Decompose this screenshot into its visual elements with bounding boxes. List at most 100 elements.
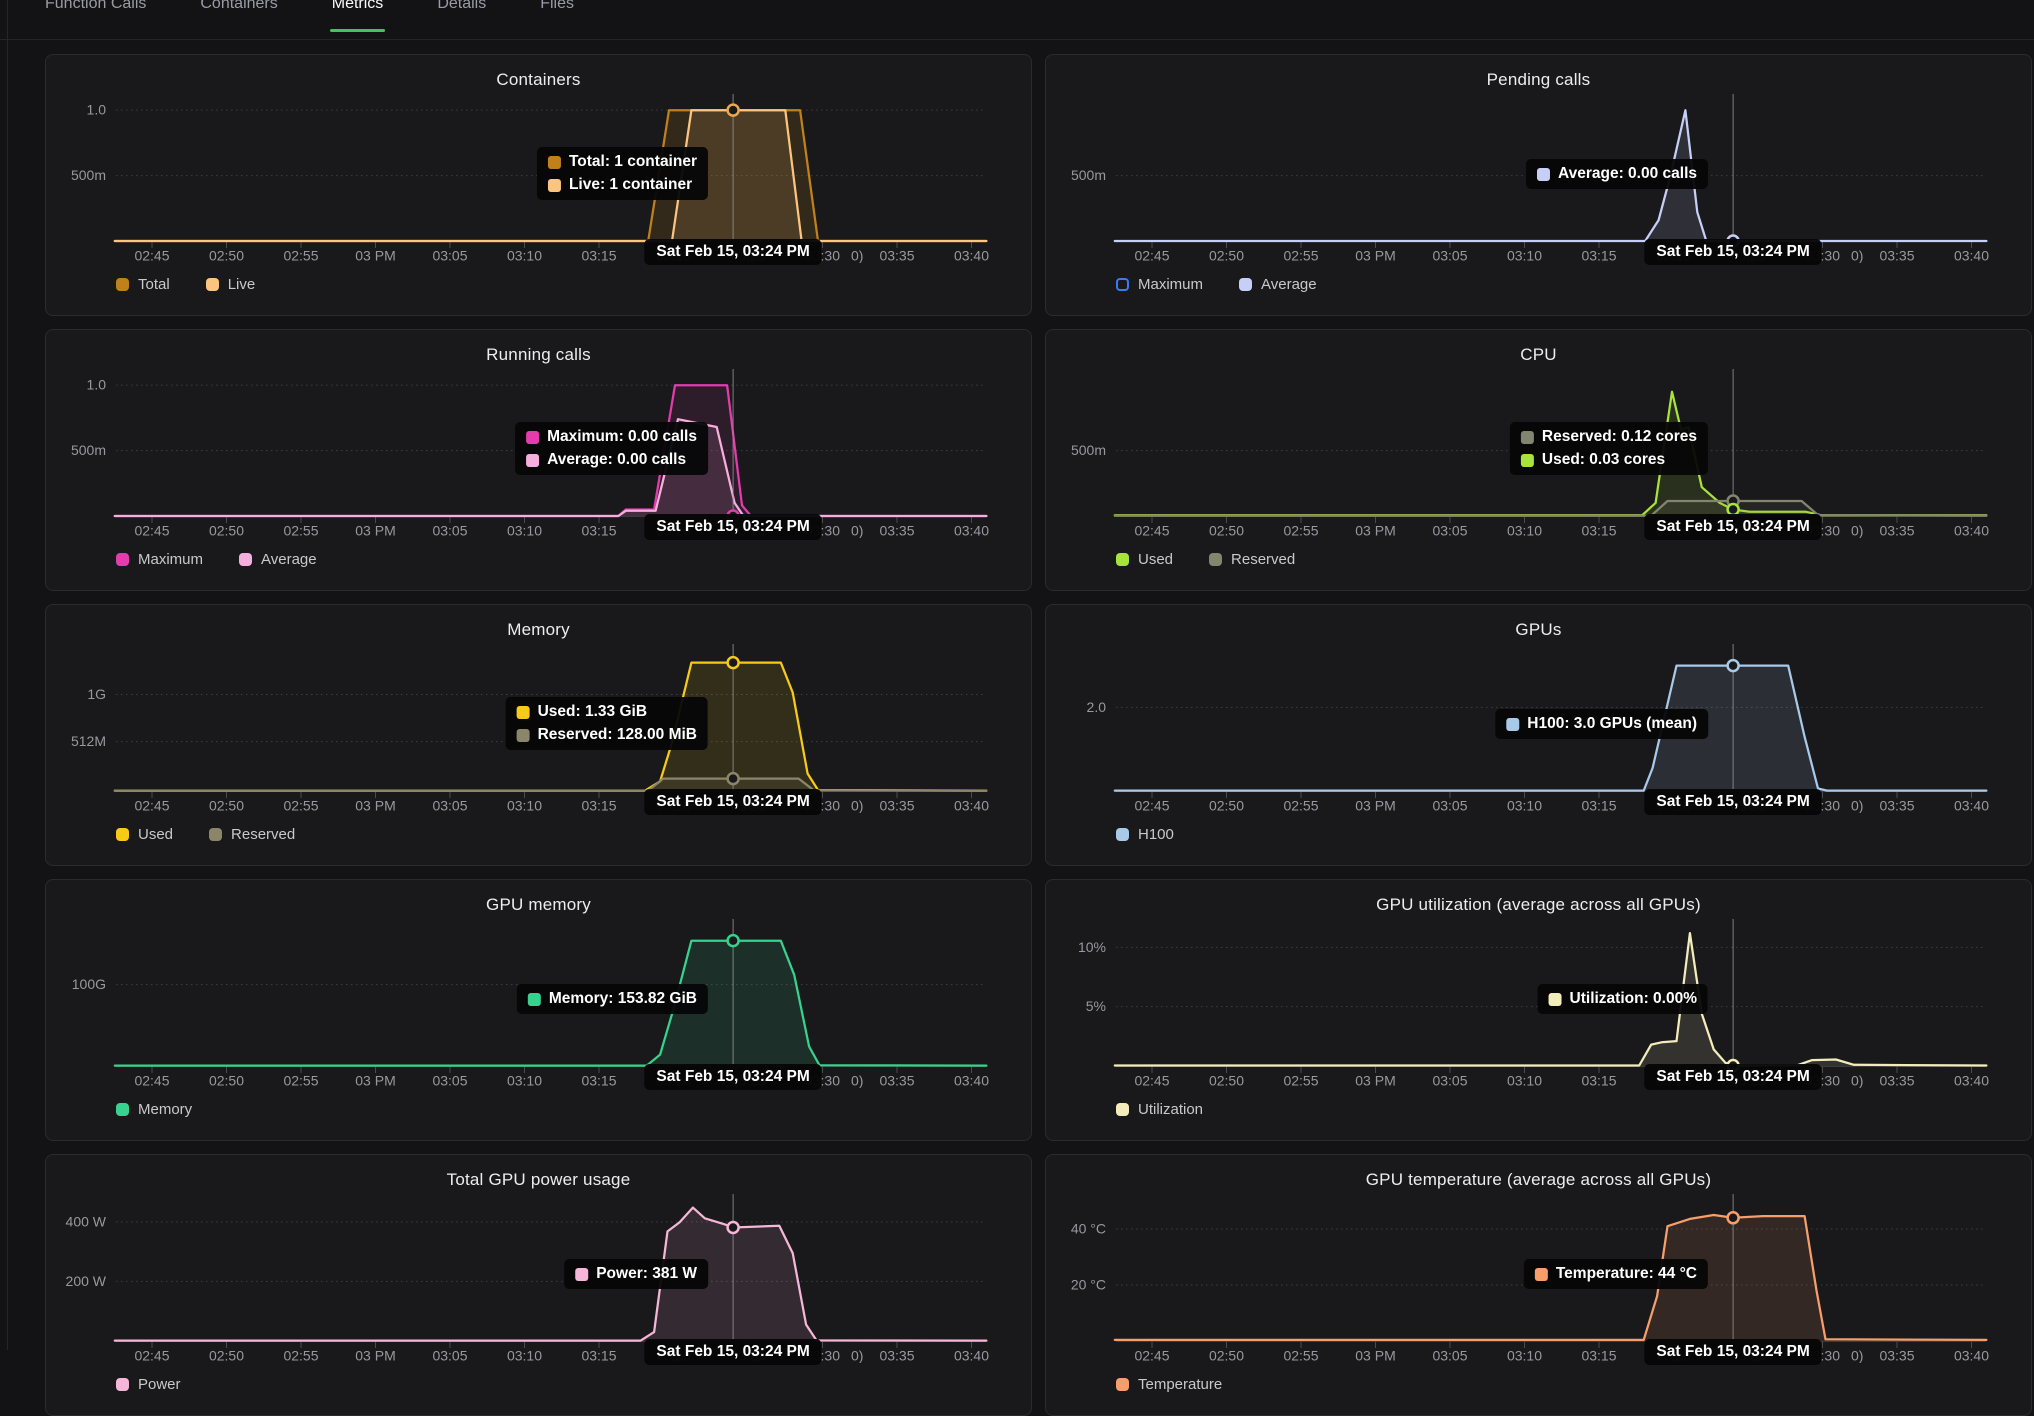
x-axis-label: 03:40 [954, 1073, 989, 1089]
date-tooltip: Sat Feb 15, 03:24 PM [644, 789, 822, 815]
legend-item-used[interactable]: Used [1116, 551, 1173, 568]
tooltip-row: Live: 1 container [547, 176, 697, 194]
x-axis-label: 03:15 [1581, 523, 1616, 539]
chart-canvas-gpus[interactable]: 2.0 02:45 02:50 02:55 03 PM 03:05 03:10 03:15 03… [1046, 641, 2031, 813]
date-tooltip: Sat Feb 15, 03:24 PM [1644, 514, 1822, 540]
x-axis-label: 03 PM [355, 798, 395, 814]
x-axis-label: 02:45 [134, 248, 169, 264]
legend-item-used[interactable]: Used [116, 826, 173, 843]
tooltip-text: Average: 0.00 calls [1557, 165, 1697, 182]
legend-item-power[interactable]: Power [116, 1376, 181, 1393]
chart-title: Memory [507, 620, 570, 639]
series-fill-total [114, 110, 987, 241]
tooltip-text: Total: 1 container [568, 153, 697, 170]
x-axis-label: 03:10 [1507, 248, 1542, 264]
chart-panel-cpu: CPU 500m 02:45 02:50 02:55 03 PM 03:05 03:10 03:… [1045, 329, 2032, 591]
x-axis-label: 03:15 [581, 523, 616, 539]
legend-label: Used [1138, 551, 1174, 568]
chart-title: CPU [1520, 345, 1557, 364]
tooltip-text: Used: 0.03 cores [1541, 451, 1666, 468]
x-axis-label: 03:35 [1879, 523, 1914, 539]
x-axis-label: 03:40 [1954, 1073, 1989, 1089]
series-fill-h100 [1114, 665, 1987, 791]
x-axis-label: 03:15 [581, 248, 616, 264]
series-line-utilization [1113, 931, 1988, 1067]
x-axis-label: 03:05 [1432, 523, 1467, 539]
chart-legend: Total Live [116, 276, 1031, 293]
legend-item-utilization[interactable]: Utilization [1116, 1101, 1203, 1118]
hover-marker [726, 103, 740, 117]
tooltip-row: Reserved: 128.00 MiB [516, 726, 697, 744]
legend-label: Average [261, 551, 317, 568]
series-fill-used [114, 662, 987, 791]
tab-containers[interactable]: Containers [200, 0, 278, 12]
legend-item-maximum[interactable]: Maximum [1116, 276, 1203, 293]
legend-item-temperature[interactable]: Temperature [1116, 1376, 1222, 1393]
x-axis-label: 02:45 [1134, 798, 1169, 814]
tab-metrics[interactable]: Metrics [329, 0, 386, 38]
x-axis-label: 03:35 [879, 1073, 914, 1089]
legend-swatch-icon [116, 1103, 129, 1116]
x-axis-label: 03:15 [1581, 1073, 1616, 1089]
series-tooltip: Total: 1 container Live: 1 container [536, 147, 708, 200]
date-tooltip: Sat Feb 15, 03:24 PM [1644, 1064, 1822, 1090]
chart-panel-gpu-power: Total GPU power usage 400 W 200 W 02:45 02:5… [45, 1154, 1032, 1416]
x-axis-label: 02:45 [134, 1073, 169, 1089]
tooltip-row: H100: 3.0 GPUs (mean) [1506, 715, 1697, 733]
color-swatch-icon [526, 453, 540, 467]
chart-legend: H100 [1116, 826, 2031, 843]
tooltip-text: Power: 381 W [596, 1265, 697, 1282]
date-tooltip: Sat Feb 15, 03:24 PM [644, 1339, 822, 1365]
x-axis-label: 03:40 [954, 798, 989, 814]
tooltip-text: Used: 1.33 GiB [537, 703, 648, 720]
legend-item-average[interactable]: Average [239, 551, 317, 568]
chart-legend: Used Reserved [116, 826, 1031, 843]
date-tooltip: Sat Feb 15, 03:24 PM [1644, 239, 1822, 265]
tab-details[interactable]: Details [437, 0, 487, 12]
tooltip-row: Power: 381 W [575, 1265, 697, 1283]
y-axis-label: 100G [72, 976, 106, 992]
legend-item-live[interactable]: Live [205, 276, 255, 293]
hover-marker [726, 771, 740, 786]
covered-label-remnant: 0) [1851, 1073, 1863, 1089]
hover-marker [1726, 1211, 1740, 1225]
covered-label-remnant: 0) [851, 523, 863, 539]
color-swatch-icon [547, 155, 561, 169]
color-swatch-icon [516, 705, 530, 719]
date-tooltip: Sat Feb 15, 03:24 PM [644, 514, 822, 540]
legend-swatch-icon [1209, 553, 1223, 566]
x-axis-label: 02:50 [209, 248, 244, 264]
legend-label: Maximum [1138, 276, 1204, 293]
legend-swatch-icon [1116, 828, 1129, 841]
legend-label: Reserved [1231, 551, 1296, 568]
legend-item-reserved[interactable]: Reserved [209, 826, 295, 843]
x-axis-label: 03:40 [1954, 248, 1989, 264]
legend-item-average[interactable]: Average [1239, 276, 1317, 293]
tab-function-calls[interactable]: Function Calls [45, 0, 147, 12]
x-axis-label: 02:55 [1283, 798, 1318, 814]
x-axis-label: 02:50 [1209, 523, 1244, 539]
tab-files[interactable]: Files [540, 0, 574, 12]
legend-item-h100[interactable]: H100 [1116, 826, 1174, 843]
chart-panel-pending-calls: Pending calls 500m 02:45 02:50 02:55 03 PM 03:… [1045, 54, 2032, 316]
chart-legend: Used Reserved [1116, 551, 2031, 568]
legend-swatch-icon [116, 553, 129, 566]
legend-item-maximum[interactable]: Maximum [116, 551, 203, 568]
series-line-h100 [1113, 664, 1988, 792]
tooltip-row: Average: 0.00 calls [1536, 165, 1697, 183]
legend-item-memory[interactable]: Memory [116, 1101, 192, 1118]
y-axis-label: 400 W [66, 1213, 107, 1229]
chart-area-gpu-utilization: 10% 5% 02:45 02:50 02:55 03 PM 03:05 03:10 03:15… [1046, 916, 2031, 1090]
y-axis-label: 1.0 [87, 102, 107, 118]
legend-swatch-icon [116, 278, 129, 291]
tooltip-text: Reserved: 0.12 cores [1541, 428, 1697, 445]
legend-item-reserved[interactable]: Reserved [1209, 551, 1295, 568]
color-swatch-icon [1536, 167, 1550, 181]
covered-label-remnant: 0) [1851, 798, 1863, 814]
legend-item-total[interactable]: Total [116, 276, 170, 293]
chart-title: GPU utilization (average across all GPUs… [1376, 895, 1701, 914]
tooltip-row: Average: 0.00 calls [526, 451, 697, 469]
chart-canvas-running-calls[interactable]: 1.0 500m 02:45 02:50 02:55 03 PM 03:05 03:10 03:… [46, 366, 1031, 538]
color-swatch-icon [526, 430, 540, 444]
